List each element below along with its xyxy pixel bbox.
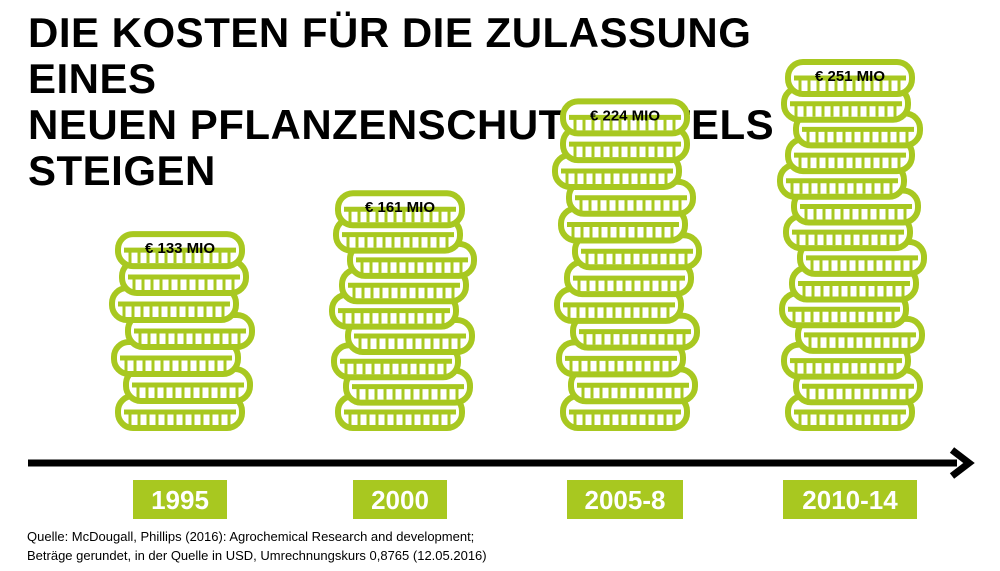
category-label-text: 2000	[371, 485, 429, 515]
value-label: € 251 MIO	[815, 68, 885, 85]
category-label: 2010-14	[783, 480, 917, 519]
category-label-bg	[133, 480, 227, 519]
coin-stack-icon	[552, 98, 702, 431]
category-label-bg	[567, 480, 683, 519]
arrow-right-icon	[949, 447, 975, 479]
source-line: Beträge gerundet, in der Quelle in USD, …	[27, 548, 487, 563]
category-label-text: 1995	[151, 485, 209, 515]
coin-stacks: € 133 MIO € 161 MIO € 224 MIO € 251 MIO	[109, 59, 927, 431]
coin-stack-icon	[329, 190, 477, 431]
category-label-text: 2005-8	[585, 485, 666, 515]
value-label: € 224 MIO	[590, 107, 660, 124]
coin	[335, 190, 465, 229]
coin	[560, 98, 690, 137]
title-line: STEIGEN	[28, 147, 216, 194]
category-labels: 1995 2000 2005-8 2010-14	[133, 480, 917, 519]
category-label: 1995	[133, 480, 227, 519]
timeline-axis	[28, 447, 975, 479]
coin	[115, 231, 245, 270]
category-label-text: 2010-14	[802, 485, 898, 515]
source-note: Quelle: McDougall, Phillips (2016): Agro…	[27, 527, 487, 565]
value-label: € 133 MIO	[145, 240, 215, 257]
source-line: Quelle: McDougall, Phillips (2016): Agro…	[27, 529, 475, 544]
category-label-bg	[353, 480, 447, 519]
coin-stack-icon	[109, 231, 255, 431]
value-label: € 161 MIO	[365, 199, 435, 216]
category-label: 2005-8	[567, 480, 683, 519]
title-line: DIE KOSTEN FÜR DIE ZULASSUNG EINES	[28, 9, 752, 102]
coin	[785, 59, 915, 97]
category-label: 2000	[353, 480, 447, 519]
category-label-bg	[783, 480, 917, 519]
coin-stack-icon	[777, 59, 927, 431]
